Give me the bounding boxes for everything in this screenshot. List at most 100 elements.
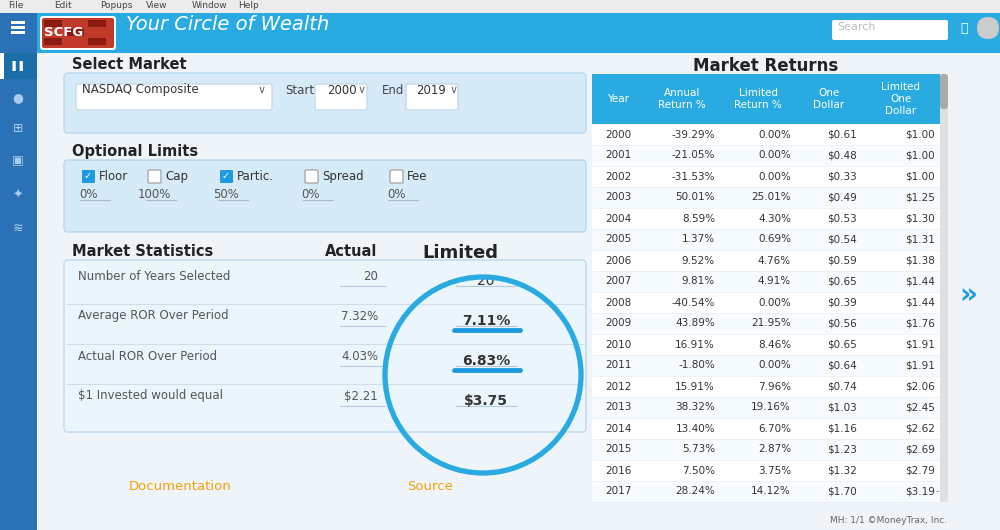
- Text: $0.39: $0.39: [827, 297, 857, 307]
- Text: Limited
Return %: Limited Return %: [734, 88, 782, 110]
- Text: 2014: 2014: [605, 423, 631, 434]
- Bar: [592, 145, 644, 166]
- Text: $1.91: $1.91: [905, 340, 935, 349]
- Text: $1.00: $1.00: [905, 151, 935, 161]
- Text: 2009: 2009: [605, 319, 631, 329]
- Bar: [11, 21, 25, 23]
- Text: $0.48: $0.48: [827, 151, 857, 161]
- Text: Year: Year: [607, 94, 629, 104]
- Text: 0%: 0%: [79, 188, 97, 201]
- Text: 4.30%: 4.30%: [758, 214, 791, 224]
- Text: 7.11%: 7.11%: [462, 314, 510, 328]
- Text: 7.96%: 7.96%: [758, 382, 791, 392]
- FancyBboxPatch shape: [315, 84, 367, 110]
- Bar: [0, 13, 37, 530]
- Bar: [0, 53, 37, 79]
- Bar: [644, 271, 720, 292]
- Bar: [720, 376, 796, 397]
- Text: Number of Years Selected: Number of Years Selected: [78, 269, 230, 282]
- Bar: [592, 229, 644, 250]
- Bar: [796, 460, 862, 481]
- Text: 100%: 100%: [137, 188, 171, 201]
- Bar: [592, 439, 644, 460]
- Bar: [796, 229, 862, 250]
- Bar: [644, 439, 720, 460]
- Bar: [796, 418, 862, 439]
- Text: -31.53%: -31.53%: [672, 172, 715, 181]
- Text: 50.01%: 50.01%: [676, 192, 715, 202]
- Text: 2013: 2013: [605, 402, 631, 412]
- Bar: [796, 439, 862, 460]
- Text: 2008: 2008: [605, 297, 631, 307]
- Bar: [644, 145, 720, 166]
- Text: 2011: 2011: [605, 360, 631, 370]
- Text: 9.52%: 9.52%: [682, 255, 715, 266]
- Bar: [720, 187, 796, 208]
- Text: $1.23: $1.23: [827, 445, 857, 455]
- Bar: [644, 313, 720, 334]
- FancyBboxPatch shape: [406, 84, 458, 110]
- Bar: [644, 481, 720, 502]
- Bar: [862, 74, 940, 124]
- Bar: [720, 74, 796, 124]
- Text: 6.83%: 6.83%: [462, 354, 510, 368]
- Bar: [592, 271, 644, 292]
- Text: Start: Start: [285, 84, 314, 96]
- Text: 19.16%: 19.16%: [751, 402, 791, 412]
- Bar: [720, 418, 796, 439]
- Text: 28.24%: 28.24%: [675, 487, 715, 497]
- Text: $0.59: $0.59: [827, 255, 857, 266]
- Text: 0.00%: 0.00%: [758, 129, 791, 139]
- Bar: [66, 20, 84, 27]
- Text: 2010: 2010: [605, 340, 631, 349]
- Text: Partic.: Partic.: [237, 170, 274, 183]
- Text: 20: 20: [363, 269, 378, 282]
- Text: -1.80%: -1.80%: [678, 360, 715, 370]
- Bar: [862, 418, 940, 439]
- Text: 16.91%: 16.91%: [675, 340, 715, 349]
- Bar: [592, 74, 644, 124]
- Text: $1 Invested would equal: $1 Invested would equal: [78, 390, 223, 402]
- Text: 1.37%: 1.37%: [682, 234, 715, 244]
- Text: 2002: 2002: [605, 172, 631, 181]
- Bar: [592, 187, 644, 208]
- Text: View: View: [146, 1, 168, 10]
- Text: 0%: 0%: [387, 188, 405, 201]
- Text: Edit: Edit: [54, 1, 72, 10]
- Text: $0.61: $0.61: [827, 129, 857, 139]
- Bar: [940, 74, 948, 502]
- Bar: [796, 397, 862, 418]
- Text: 3.75%: 3.75%: [758, 465, 791, 475]
- Bar: [796, 376, 862, 397]
- Text: Optional Limits: Optional Limits: [72, 144, 198, 159]
- Bar: [796, 313, 862, 334]
- Bar: [862, 439, 940, 460]
- FancyBboxPatch shape: [76, 84, 272, 110]
- Text: Actual: Actual: [325, 244, 377, 259]
- Bar: [796, 355, 862, 376]
- Text: ✓: ✓: [84, 171, 92, 181]
- Bar: [644, 460, 720, 481]
- Bar: [862, 355, 940, 376]
- Bar: [796, 166, 862, 187]
- Text: 2017: 2017: [605, 487, 631, 497]
- Text: $0.53: $0.53: [827, 214, 857, 224]
- Bar: [592, 334, 644, 355]
- Text: 6.70%: 6.70%: [758, 423, 791, 434]
- Bar: [11, 26, 25, 29]
- FancyBboxPatch shape: [305, 170, 318, 183]
- Text: 2015: 2015: [605, 445, 631, 455]
- Bar: [644, 229, 720, 250]
- Text: 2019: 2019: [416, 84, 446, 96]
- Text: $1.00: $1.00: [905, 172, 935, 181]
- Text: Limited
One
Dollar: Limited One Dollar: [882, 82, 920, 116]
- Text: 13.40%: 13.40%: [675, 423, 715, 434]
- Text: $0.33: $0.33: [827, 172, 857, 181]
- Text: $3.19: $3.19: [905, 487, 935, 497]
- Text: 0.00%: 0.00%: [758, 151, 791, 161]
- Bar: [720, 208, 796, 229]
- Text: $0.74: $0.74: [827, 382, 857, 392]
- Text: $0.49: $0.49: [827, 192, 857, 202]
- Text: $0.54: $0.54: [827, 234, 857, 244]
- Bar: [862, 124, 940, 145]
